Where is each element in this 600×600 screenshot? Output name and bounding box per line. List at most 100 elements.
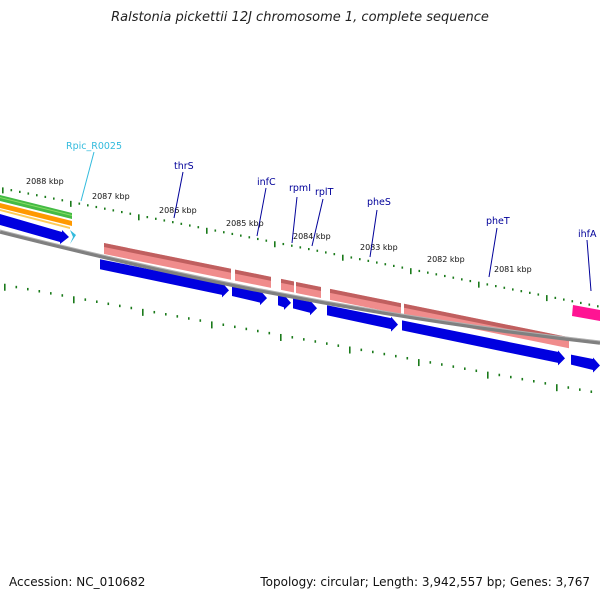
tick-mark [129, 212, 132, 215]
gene-track [104, 243, 569, 349]
tick-mark [597, 305, 599, 308]
gene-label-phes: pheS [367, 197, 391, 208]
gene-block-edge [104, 243, 231, 273]
kbp-label: 2083 kbp [360, 243, 398, 252]
tick-mark [282, 242, 285, 246]
gene-label-thrs: thrS [174, 161, 194, 172]
cds-arrow [402, 320, 565, 366]
leader-line [173, 171, 184, 219]
orange-feature-track [0, 203, 72, 226]
tick-mark [50, 292, 52, 295]
cds-arrow [327, 305, 398, 332]
tick-mark [73, 296, 75, 304]
tick-mark [197, 226, 200, 229]
tick-mark [563, 298, 565, 301]
tick-mark [240, 234, 242, 237]
tick-mark [303, 338, 305, 341]
tick-mark [53, 197, 55, 200]
tick-mark [180, 222, 183, 225]
left-feature-tracks [0, 195, 76, 244]
tick-mark [27, 287, 29, 291]
tick-mark [441, 363, 443, 366]
tick-mark [61, 199, 64, 202]
gene-label-rpic-r0025: Rpic_R0025 [66, 141, 122, 152]
tick-mark [188, 317, 190, 320]
tick-mark [4, 283, 6, 291]
map-title: Ralstonia pickettii 12J chromosome 1, co… [111, 10, 489, 25]
tick-mark [245, 327, 248, 331]
tick-mark [153, 310, 156, 314]
yellow-feature-track [0, 209, 70, 229]
tick-mark [78, 202, 81, 205]
leader-line [488, 227, 498, 278]
tick-mark [452, 365, 455, 368]
tick-mark [337, 344, 340, 347]
tick-mark [211, 321, 213, 329]
kbp-label: 2085 kbp [226, 219, 264, 228]
gene-block-edge [296, 281, 321, 292]
tick-mark [383, 352, 386, 356]
tick-mark [588, 303, 591, 306]
tick-mark [429, 361, 432, 364]
tick-mark [435, 273, 438, 276]
tick-mark [121, 210, 123, 214]
tick-mark [510, 375, 512, 379]
tick-mark [199, 319, 202, 322]
tick-mark [418, 269, 421, 273]
accession-text: Accession: NC_010682 [9, 575, 146, 589]
tick-mark [461, 278, 463, 281]
tick-mark [146, 216, 149, 219]
tick-mark [112, 209, 115, 212]
cds-track [100, 259, 600, 373]
tick-mark [487, 371, 489, 379]
tick-mark [268, 331, 271, 335]
tick-mark [280, 333, 282, 341]
tick-mark [349, 346, 351, 354]
tick-mark [104, 207, 106, 210]
leader-line [256, 187, 267, 237]
tick-mark [498, 373, 501, 377]
tick-mark [10, 189, 13, 192]
tick-mark [27, 192, 30, 195]
tick-mark [87, 204, 89, 207]
tick-mark [464, 367, 466, 370]
tick-mark [376, 261, 378, 264]
tick-mark [546, 295, 548, 302]
leader-line [291, 196, 298, 244]
leader-line [311, 198, 324, 247]
tick-mark [95, 205, 98, 209]
leader-line [586, 239, 592, 292]
inner-tick-ring [4, 283, 593, 393]
tick-mark [395, 354, 397, 358]
trna-marker [70, 230, 76, 244]
tick-mark [444, 274, 446, 278]
cds-arrow [232, 285, 267, 306]
gene-label-rplt: rplT [315, 187, 334, 198]
tick-mark [61, 294, 64, 297]
left-cds-arrow [0, 214, 69, 244]
tick-mark [274, 241, 276, 248]
tick-mark [533, 380, 535, 383]
chromosome-backbone [0, 230, 600, 345]
tick-mark [544, 382, 547, 385]
tick-mark [333, 253, 336, 256]
tick-mark [96, 300, 98, 303]
tick-mark [44, 195, 47, 199]
tick-mark [36, 194, 38, 197]
tick-mark [393, 264, 395, 268]
tick-mark [70, 200, 72, 207]
kbp-label: 2088 kbp [26, 177, 64, 186]
tick-mark [359, 258, 361, 261]
tick-mark [554, 296, 557, 299]
leader-line [369, 209, 378, 258]
kbp-label: 2081 kbp [494, 265, 532, 274]
tick-mark [206, 227, 208, 234]
magenta-feature [572, 305, 600, 321]
tick-mark [475, 369, 478, 373]
tick-mark [119, 304, 121, 308]
cds-arrow [278, 294, 291, 310]
tick-mark [367, 259, 370, 262]
tick-mark [223, 231, 225, 234]
tick-mark [401, 266, 404, 269]
